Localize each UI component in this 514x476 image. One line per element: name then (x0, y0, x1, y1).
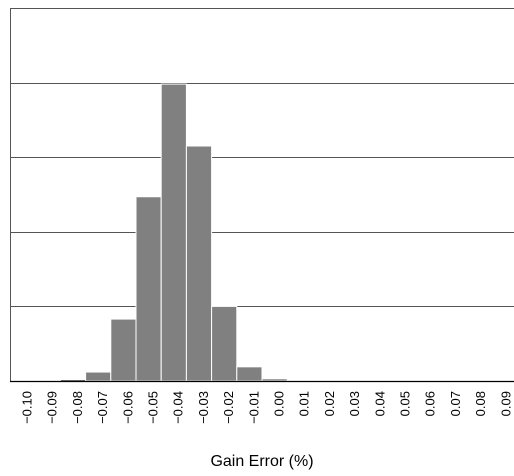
histogram-bars (59, 83, 288, 382)
x-tick-label: −0.10 (20, 391, 35, 424)
histogram-bar (236, 366, 263, 382)
gridlines (10, 8, 514, 381)
x-tick-label: 0.00 (272, 391, 287, 416)
histogram-bar (160, 83, 187, 382)
x-tick-label: −0.07 (95, 391, 110, 424)
x-tick-label: −0.04 (171, 391, 186, 424)
x-tick-label: −0.06 (120, 391, 135, 424)
x-tick-label: −0.09 (45, 391, 60, 424)
x-tick-label: 0.03 (347, 391, 362, 416)
histogram-bar (261, 378, 288, 382)
x-tick-label: −0.01 (246, 391, 261, 424)
x-tick-label: −0.08 (70, 391, 85, 424)
x-tick-label: −0.03 (196, 391, 211, 424)
x-tick-label: 0.02 (322, 391, 337, 416)
x-tick-label: 0.05 (398, 391, 413, 416)
x-tick-label: 0.01 (297, 391, 312, 416)
x-tick-label: 0.09 (498, 391, 513, 416)
x-tick-label: 0.07 (448, 391, 463, 416)
x-tick-label: −0.02 (221, 391, 236, 424)
x-tick-label: 0.04 (372, 391, 387, 416)
histogram-bar (211, 305, 238, 382)
x-tick-label: −0.05 (146, 391, 161, 424)
histogram-bar (85, 371, 112, 382)
histogram-bar (59, 379, 87, 382)
x-tick-label: 0.08 (473, 391, 488, 416)
histogram-bar (185, 145, 213, 382)
x-tick-label: 0.06 (423, 391, 438, 416)
histogram-bar (110, 318, 137, 382)
histogram-bar (135, 196, 162, 382)
x-tick-labels: −0.10 −0.09 −0.08 −0.07 −0.06 −0.05 −0.04 −0.03… (20, 391, 514, 424)
x-axis-label: Gain Error (%) (210, 453, 313, 470)
